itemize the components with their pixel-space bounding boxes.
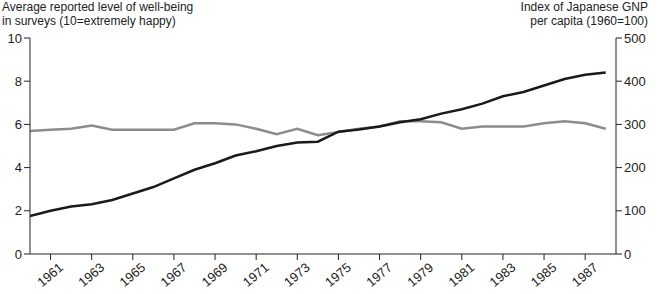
svg-text:1969: 1969 — [199, 260, 231, 290]
svg-text:100: 100 — [624, 203, 646, 218]
svg-text:1973: 1973 — [281, 260, 313, 290]
svg-text:1963: 1963 — [75, 260, 107, 290]
svg-text:6: 6 — [15, 117, 22, 132]
svg-text:4: 4 — [15, 160, 22, 175]
svg-text:1971: 1971 — [240, 260, 272, 290]
svg-text:1985: 1985 — [528, 260, 560, 290]
svg-text:300: 300 — [624, 117, 646, 132]
svg-text:400: 400 — [624, 74, 646, 89]
svg-text:1975: 1975 — [322, 260, 354, 290]
svg-text:0: 0 — [15, 247, 22, 262]
svg-text:500: 500 — [624, 31, 646, 46]
svg-text:1981: 1981 — [446, 260, 478, 290]
svg-text:2: 2 — [15, 203, 22, 218]
svg-text:1979: 1979 — [404, 260, 436, 290]
html-text:Index of Japanese GNP: Index of Japanese GNP — [520, 0, 648, 14]
svg-text:10: 10 — [8, 31, 22, 46]
svg-text:1965: 1965 — [117, 260, 149, 290]
svg-text:8: 8 — [15, 74, 22, 89]
svg-text:1987: 1987 — [569, 260, 601, 290]
html-text:Average reported level of well: Average reported level of well-being — [2, 0, 194, 14]
html-text:in surveys (10=extremely happy: in surveys (10=extremely happy) — [2, 14, 176, 28]
svg-text:200: 200 — [624, 160, 646, 175]
svg-text:1967: 1967 — [158, 260, 190, 290]
html-text:per capita (1960=100): per capita (1960=100) — [530, 14, 648, 28]
svg-text:1983: 1983 — [487, 260, 519, 290]
svg-text:1961: 1961 — [34, 260, 66, 290]
svg-text:1977: 1977 — [363, 260, 395, 290]
svg-text:0: 0 — [624, 247, 631, 262]
